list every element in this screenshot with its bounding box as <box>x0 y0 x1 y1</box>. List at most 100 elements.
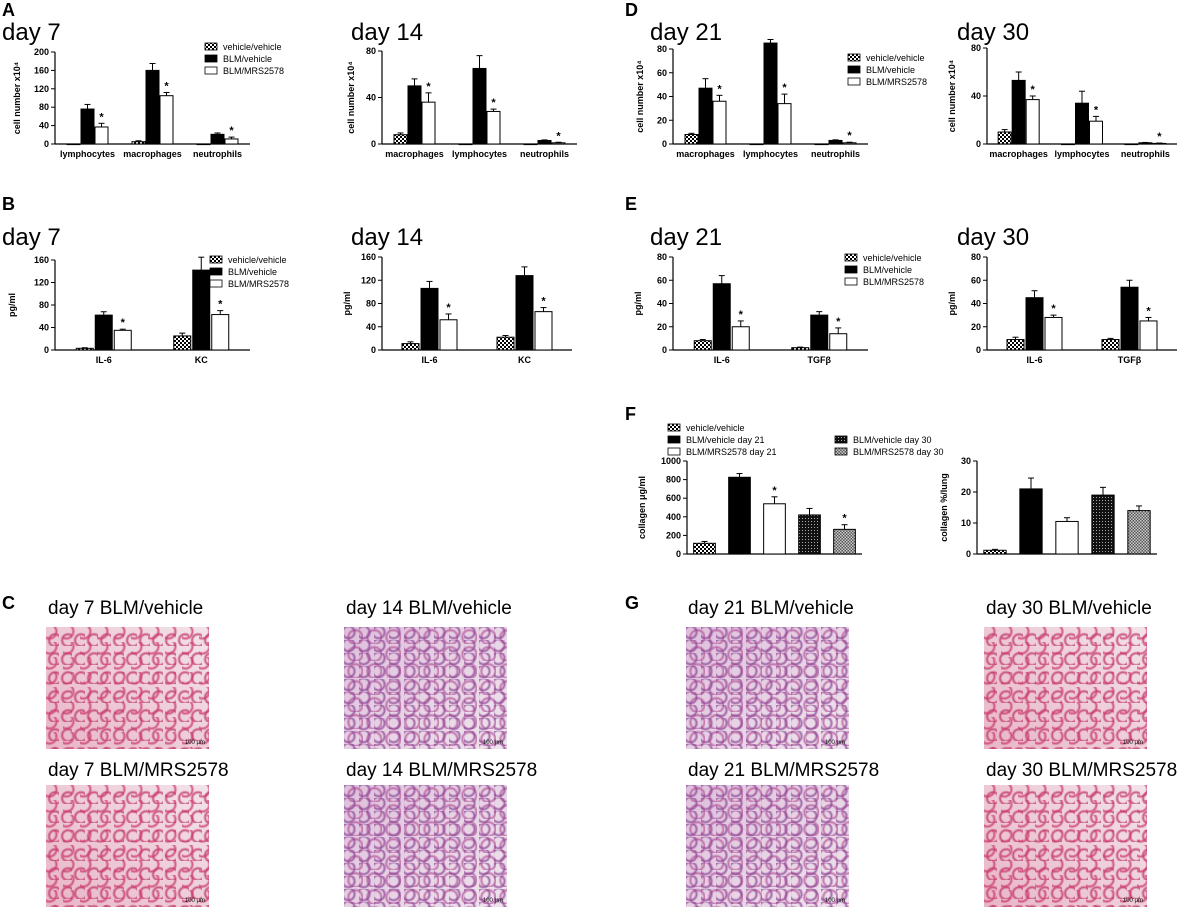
bar <box>66 143 81 146</box>
micrograph-image: 100 μm <box>984 785 1147 907</box>
y-tick-label: 60 <box>971 275 981 285</box>
y-tick-label: 80 <box>971 43 981 53</box>
x-tick-label: TGFβ <box>808 355 832 365</box>
y-tick-label: 20 <box>657 322 667 332</box>
legend-swatch <box>844 277 858 286</box>
significance-star: * <box>842 513 847 525</box>
bar <box>401 343 420 351</box>
legend-swatch <box>847 53 861 62</box>
panel-letter-g: G <box>625 593 640 613</box>
bar <box>1091 494 1115 555</box>
y-tick-label: 40 <box>657 92 667 102</box>
bar <box>534 311 553 351</box>
y-tick-label: 0 <box>44 139 49 149</box>
x-tick-label: KC <box>195 355 208 365</box>
y-axis-label: pg/ml <box>7 293 17 317</box>
chart-b-day14: 0 40 80 120 160 pg/ml * IL-6 * KC <box>342 252 572 365</box>
legend-label: BLM/MRS2578 <box>863 277 924 287</box>
chart-title-b-day14: day 14 <box>351 224 424 251</box>
bar <box>833 528 856 555</box>
x-tick-label: neutrophils <box>1121 149 1170 159</box>
legend-swatch <box>667 435 681 444</box>
legend-label: vehicle/vehicle <box>863 253 922 263</box>
bar <box>515 275 534 351</box>
chart-a-day14: 0 40 80 cell number x10⁴ * macrophages * lympho… <box>346 46 577 159</box>
chart-d-day21: 0 20 40 60 80 cell number x10⁴ * macrophages * ly… <box>635 39 927 159</box>
y-tick-label: 0 <box>966 549 971 559</box>
y-tick-label: 0 <box>44 345 49 355</box>
y-tick-label: 40 <box>366 322 376 332</box>
bar <box>763 503 786 555</box>
legend-swatch <box>834 447 848 456</box>
y-tick-label: 20 <box>971 322 981 332</box>
significance-star: * <box>1051 303 1056 315</box>
x-tick-label: neutrophils <box>193 149 242 159</box>
bar <box>420 287 439 351</box>
bar <box>1025 297 1044 351</box>
bar <box>1055 520 1079 555</box>
y-tick-label: 80 <box>366 299 376 309</box>
bar <box>1139 320 1158 351</box>
bar <box>458 143 473 146</box>
bar <box>192 269 211 351</box>
y-tick-label: 400 <box>666 512 681 522</box>
legend-label: BLM/MRS2578 <box>866 77 927 87</box>
legend-label: BLM/MRS2578 <box>223 66 284 76</box>
y-tick-label: 40 <box>39 323 49 333</box>
legend-swatch <box>209 267 223 276</box>
significance-star: * <box>782 82 787 94</box>
bar <box>712 100 727 145</box>
y-tick-label: 20 <box>961 487 971 497</box>
y-axis-label: pg/ml <box>947 292 957 316</box>
y-tick-label: 60 <box>657 68 667 78</box>
bar <box>829 333 848 351</box>
bar <box>211 314 230 351</box>
x-tick-label: lymphocytes <box>743 149 798 159</box>
legend-label: BLM/vehicle <box>863 265 912 275</box>
micrograph-image: 100 μm <box>46 627 209 749</box>
chart-d-day30: 0 40 80 cell number x10⁴ * macrophages * lympho… <box>947 43 1177 159</box>
bar <box>798 514 821 555</box>
y-tick-label: 800 <box>666 475 681 485</box>
scale-bar-label: 100 μm <box>482 898 503 904</box>
bar <box>1101 339 1120 351</box>
bar <box>1124 143 1139 146</box>
y-tick-label: 80 <box>366 46 376 56</box>
x-tick-label: IL-6 <box>96 355 112 365</box>
bar <box>159 95 174 145</box>
y-axis-label: pg/ml <box>633 292 643 316</box>
bar <box>791 347 810 351</box>
scale-bar-label: 100 μm <box>824 740 845 746</box>
bar <box>1120 286 1139 351</box>
bar <box>496 336 515 351</box>
y-axis-label: collagen %/lung <box>939 473 949 542</box>
x-tick-label: neutrophils <box>520 149 569 159</box>
bar <box>407 85 422 145</box>
bar <box>523 143 538 146</box>
x-tick-label: lymphocytes <box>60 149 115 159</box>
bar <box>763 42 778 145</box>
y-tick-label: 0 <box>371 139 376 149</box>
chart-title-b-day7: day 7 <box>2 224 61 251</box>
significance-star: * <box>121 317 126 329</box>
y-axis-label: cell number x10⁴ <box>635 60 645 132</box>
bar <box>131 141 146 145</box>
bar <box>828 139 843 145</box>
bar <box>113 329 132 351</box>
bar <box>224 138 239 145</box>
bar <box>145 69 160 145</box>
legend-label: vehicle/vehicle <box>686 423 745 433</box>
y-tick-label: 200 <box>666 530 681 540</box>
micrograph-label: day 7 BLM/MRS2578 <box>48 760 229 781</box>
bar <box>814 143 829 146</box>
y-tick-label: 0 <box>662 345 667 355</box>
y-tick-label: 30 <box>961 456 971 466</box>
x-tick-label: IL-6 <box>1026 355 1042 365</box>
significance-star: * <box>1031 84 1036 96</box>
y-tick-label: 160 <box>361 252 376 262</box>
bar <box>684 134 699 145</box>
significance-star: * <box>446 302 451 314</box>
y-tick-label: 20 <box>657 115 667 125</box>
y-tick-label: 40 <box>39 121 49 131</box>
micrograph-image: 100 μm <box>344 785 507 907</box>
